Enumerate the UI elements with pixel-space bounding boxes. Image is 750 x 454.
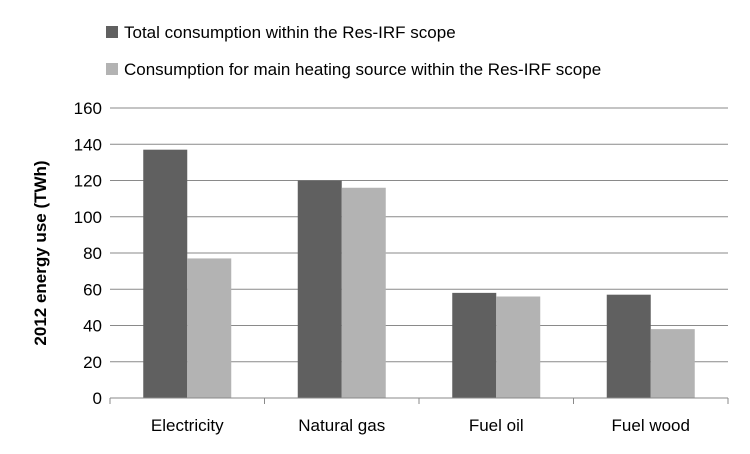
category-label-fuel-oil: Fuel oil [469, 416, 524, 435]
bar-fuel-wood-series-1 [606, 294, 651, 398]
y-tick-120: 120 [74, 172, 102, 191]
category-label-natural-gas: Natural gas [298, 416, 385, 435]
bars [143, 149, 695, 398]
y-tick-160: 160 [74, 99, 102, 118]
x-tick-marks [109, 398, 729, 404]
legend-entry-2: Consumption for main heating source with… [124, 60, 601, 79]
y-tick-labels: 0 20 40 60 80 100 120 140 160 [74, 99, 102, 408]
legend: Total consumption within the Res-IRF sco… [106, 23, 601, 79]
y-tick-140: 140 [74, 135, 102, 154]
bar-fuel-oil-series-2 [496, 296, 541, 398]
bar-fuel-oil-series-1 [452, 292, 497, 398]
bar-electricity-series-1 [143, 149, 188, 398]
bar-natural-gas-series-2 [341, 187, 386, 398]
legend-entry-1: Total consumption within the Res-IRF sco… [124, 23, 456, 42]
bar-natural-gas-series-1 [297, 180, 342, 398]
legend-swatch-1 [106, 26, 118, 38]
bar-fuel-wood-series-2 [650, 329, 695, 398]
y-axis-label: 2012 energy use (TWh) [31, 160, 50, 345]
legend-swatch-2 [106, 63, 118, 75]
y-tick-40: 40 [83, 317, 102, 336]
y-tick-80: 80 [83, 244, 102, 263]
category-labels: Electricity Natural gas Fuel oil Fuel wood [151, 416, 690, 435]
y-tick-0: 0 [93, 389, 102, 408]
y-tick-100: 100 [74, 208, 102, 227]
y-tick-20: 20 [83, 353, 102, 372]
bar-electricity-series-2 [187, 258, 232, 398]
category-label-electricity: Electricity [151, 416, 224, 435]
y-tick-60: 60 [83, 280, 102, 299]
category-label-fuel-wood: Fuel wood [612, 416, 690, 435]
